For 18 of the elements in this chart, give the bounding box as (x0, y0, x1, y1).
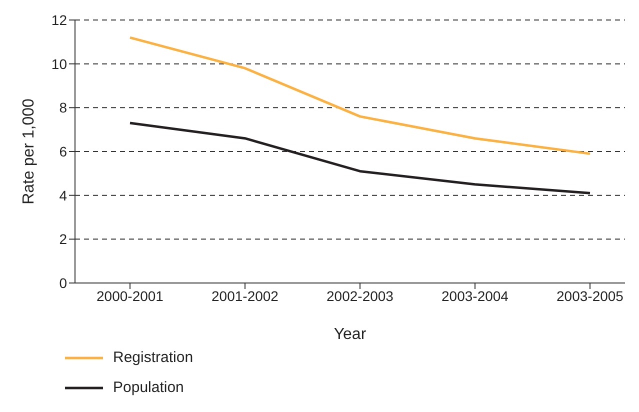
x-axis-title: Year (334, 326, 367, 343)
legend-label: Registration (113, 348, 194, 368)
line-series (128, 122, 592, 194)
x-tick-label: 2003-2004 (442, 288, 509, 304)
x-tick-label: 2000-2001 (96, 288, 164, 304)
y-tick-label: 6 (59, 143, 68, 160)
y-tick-label: 10 (51, 56, 68, 72)
x-tick-label: 2002-2003 (326, 288, 394, 304)
y-tick-label: 2 (59, 231, 68, 248)
x-tick-label: 2003-2005 (556, 288, 624, 304)
line-series (128, 36, 592, 155)
y-tick-label: 8 (59, 100, 68, 116)
y-axis-title: Rate per 1,000 (20, 98, 38, 204)
legend-label: Population (113, 378, 184, 398)
y-tick-label: 4 (59, 187, 68, 204)
y-tick-label: 12 (51, 12, 68, 28)
x-tick-label: 2001-2002 (212, 288, 279, 304)
y-tick-label: 0 (59, 274, 68, 291)
